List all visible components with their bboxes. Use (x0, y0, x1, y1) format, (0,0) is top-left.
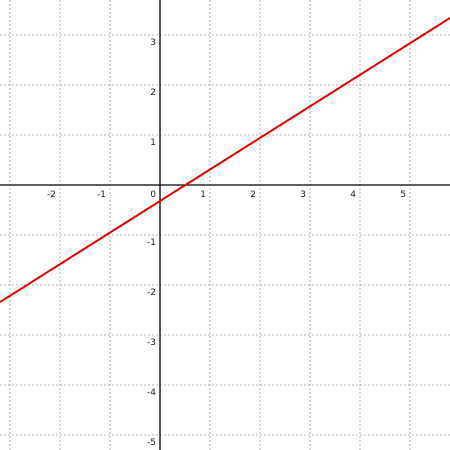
x-tick-label: 5 (400, 190, 406, 200)
x-tick-label: 3 (300, 190, 306, 200)
series-layer (0, 17, 450, 303)
x-tick-labels: -2 -1 0 1 2 3 4 5 (47, 190, 406, 200)
y-tick-label: 2 (150, 88, 156, 98)
series-line (0, 17, 450, 303)
y-tick-labels: 3 2 1 -1 -2 -3 -4 -5 (147, 38, 156, 448)
y-tick-label: -3 (147, 338, 156, 348)
x-tick-label: -2 (47, 190, 56, 200)
x-tick-label: 0 (150, 190, 156, 200)
y-tick-label: 1 (150, 138, 156, 148)
x-tick-label: 2 (250, 190, 256, 200)
y-tick-label: -2 (147, 288, 156, 298)
y-tick-label: 3 (150, 38, 156, 48)
y-tick-label: -5 (147, 438, 156, 448)
x-tick-label: -1 (97, 190, 106, 200)
y-tick-label: -4 (147, 388, 156, 398)
x-tick-label: 4 (350, 190, 356, 200)
y-tick-label: -1 (147, 238, 156, 248)
x-tick-label: 1 (200, 190, 206, 200)
